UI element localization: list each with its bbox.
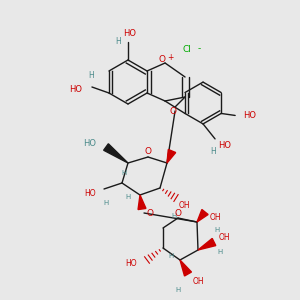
Polygon shape [198,238,216,250]
Text: HO: HO [83,139,97,148]
Text: H: H [210,147,216,156]
Text: H: H [103,200,109,206]
Text: HO: HO [124,29,136,38]
Text: -: - [197,44,201,53]
Text: OH: OH [209,212,221,221]
Text: H: H [218,249,223,255]
Text: HO: HO [125,260,137,268]
Text: O: O [145,148,152,157]
Text: H: H [168,253,174,259]
Text: HO: HO [84,188,96,197]
Text: O: O [169,107,177,116]
Text: HO: HO [69,85,82,94]
Text: H: H [125,194,130,200]
Text: O: O [146,208,154,217]
Text: H: H [176,287,181,293]
Text: H: H [214,227,220,233]
Text: O: O [159,56,166,64]
Polygon shape [180,260,191,276]
Text: H: H [88,71,94,80]
Polygon shape [138,195,146,210]
Polygon shape [103,144,128,163]
Polygon shape [167,149,176,163]
Text: O: O [175,209,182,218]
Text: H: H [115,38,121,46]
Text: H: H [122,170,127,176]
Polygon shape [197,209,208,222]
Text: HO: HO [243,111,256,120]
Text: H: H [171,213,177,219]
Text: +: + [167,52,173,62]
Text: HO: HO [219,141,232,150]
Text: Cl: Cl [183,44,191,53]
Text: OH: OH [218,233,230,242]
Text: OH: OH [192,278,204,286]
Text: OH: OH [178,202,190,211]
